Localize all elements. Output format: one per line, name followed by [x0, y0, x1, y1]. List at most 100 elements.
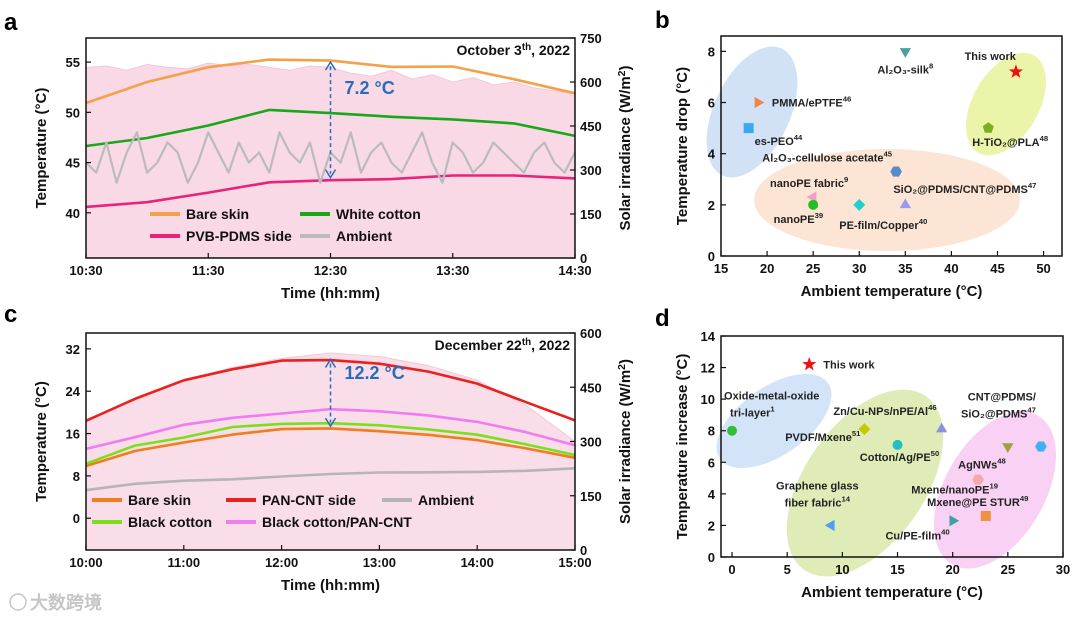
- tri-right-marker-icon: [754, 96, 765, 109]
- data-point: Al₂O₃-cellulose acetate45: [762, 150, 902, 177]
- circle-marker-icon: [727, 425, 738, 436]
- panel-label-a: a: [4, 9, 18, 36]
- point-label: Cotton/Ag/PE50: [860, 449, 939, 464]
- point-label: H-TiO₂@PLA48: [972, 134, 1049, 149]
- y-tick-label: 0: [708, 550, 715, 565]
- data-point: PVDF/Mxene51: [785, 423, 871, 444]
- plot-frame: [720, 35, 1063, 257]
- series-line-bare-skin: [85, 58, 576, 105]
- chart-layer: 10:30 11:30 12:30 13:30 14:30404550550150300…: [33, 31, 1070, 601]
- x-tick-label: 14:00: [461, 555, 494, 570]
- tri-up-marker-icon: [899, 198, 911, 209]
- x-axis-title: Time (hh:mm): [281, 285, 380, 302]
- x-tick-label: 25: [1001, 562, 1015, 577]
- tri-down-marker-icon: [899, 48, 911, 58]
- pentagon-marker-icon: [982, 122, 994, 133]
- data-point: Zn/Cu-NPs/nPE/Al46: [833, 403, 948, 433]
- chart-panel-d: 0 5 10 15 20 25 30 0 2 4 6 8 10 12 14 Ambient temperatu…: [674, 329, 1070, 601]
- legend-label: Black cotton/PAN-CNT: [262, 514, 412, 530]
- data-point: Mxene@PE STUR49: [927, 494, 1028, 521]
- panel-label-c: c: [4, 301, 17, 328]
- chart-panel-c: 10:00 11:00 12:00 13:00 14:00 15:000816243201…: [33, 326, 634, 594]
- x-tick-label: 13:30: [436, 263, 469, 278]
- y2-tick-label: 450: [580, 380, 602, 395]
- diamond-marker-icon: [858, 423, 871, 436]
- data-point: Al₂O₃-silk8: [877, 48, 934, 76]
- y-axis-title: Temperature (°C): [33, 88, 50, 209]
- y-tick-label: 14: [701, 329, 716, 344]
- point-label: Oxide-metal-oxide: [724, 391, 819, 403]
- group-ellipse-blue: [706, 46, 798, 178]
- x-tick-label: 14:30: [558, 263, 591, 278]
- y-tick-label: 0: [708, 249, 715, 264]
- x-tick-label: 15:00: [558, 555, 591, 570]
- y2-tick-label: 150: [580, 207, 602, 222]
- data-point: H-TiO₂@PLA48: [972, 122, 1049, 149]
- x-tick-label: 13:00: [363, 555, 396, 570]
- y2-tick-label: 150: [580, 489, 602, 504]
- y-tick-label: 2: [708, 518, 715, 533]
- legend-label: Bare skin: [186, 206, 249, 222]
- point-label: Al₂O₃-silk8: [877, 61, 934, 76]
- plot-frame: [720, 335, 1064, 558]
- y-tick-label: 0: [73, 511, 80, 526]
- tri-down-marker-icon: [1002, 443, 1014, 453]
- legend-label: PVB-PDMS side: [186, 228, 292, 244]
- series-line-black-cotton: [85, 421, 576, 466]
- y-tick-label: 8: [708, 44, 715, 59]
- tri-right-marker-icon: [949, 515, 960, 527]
- data-point: CNT@PDMS/SiO₂@PDMS47: [961, 392, 1047, 452]
- y2-tick-label: 600: [580, 326, 602, 341]
- point-label: This work: [823, 359, 875, 371]
- circle-marker-icon: [892, 439, 903, 450]
- y2-axis-title: Solar irradiance (W/m2): [616, 359, 634, 524]
- diamond-marker-icon: [853, 198, 866, 211]
- point-label: Cu/PE-film40: [885, 528, 949, 543]
- y-axis-title: Temperature (°C): [33, 381, 50, 502]
- point-label: SiO₂@PDMS/CNT@PDMS47: [893, 181, 1036, 196]
- y-tick-label: 12: [701, 361, 715, 376]
- tri-left-marker-icon: [824, 519, 835, 532]
- x-axis-title: Ambient temperature (°C): [801, 584, 983, 601]
- legend-label: Ambient: [418, 492, 474, 508]
- watermark: 大数跨境: [9, 592, 102, 613]
- y-tick-label: 8: [73, 469, 80, 484]
- y-tick-label: 55: [66, 55, 80, 70]
- square-marker-icon: [980, 510, 991, 521]
- data-point: es-PEO44: [743, 123, 803, 148]
- point-label: es-PEO44: [755, 133, 803, 148]
- legend-item: Ambient: [382, 492, 474, 508]
- chart-title: December 22th, 2022: [435, 337, 571, 353]
- y-axis-title: Temperature drop (°C): [674, 67, 691, 225]
- x-tick-label: 10:30: [69, 263, 102, 278]
- y2-tick-label: 300: [580, 435, 602, 450]
- y-tick-label: 6: [708, 96, 715, 111]
- series-line-bare-skin: [85, 427, 576, 468]
- series-line-pvb-pdms-side: [85, 174, 576, 209]
- watermark-text: 大数跨境: [30, 592, 102, 613]
- group-ellipse-pink: [933, 411, 1057, 569]
- arrow-head-up-icon: [324, 60, 337, 71]
- x-tick-label: 30: [852, 261, 866, 276]
- y2-tick-label: 0: [580, 251, 587, 266]
- panel-label-b: b: [655, 7, 670, 34]
- legend-label: Ambient: [336, 228, 392, 244]
- x-axis-title: Time (hh:mm): [281, 577, 380, 594]
- data-point: Oxide-metal-oxide tri-layer1: [724, 391, 819, 436]
- point-label-line2: SiO₂@PDMS47: [961, 406, 1036, 421]
- arrow-head-down-icon: [324, 417, 337, 428]
- x-tick-label: 50: [1036, 261, 1050, 276]
- point-label-line2: tri-layer1: [730, 405, 775, 420]
- y-tick-label: 32: [66, 342, 80, 357]
- y-tick-label: 2: [708, 198, 715, 213]
- group-ellipse-peach: [754, 149, 1020, 251]
- y2-axis-title: Solar irradiance (W/m2): [616, 65, 634, 230]
- data-point: AgNWs48: [958, 443, 1014, 472]
- annotation-label: 12.2 °C: [345, 363, 405, 383]
- group-ellipse-green: [786, 389, 944, 577]
- group-ellipse-blue: [716, 374, 832, 468]
- y2-tick-label: 600: [580, 75, 602, 90]
- data-point: Mxene/nanoPE19: [911, 474, 998, 497]
- point-label: Al₂O₃-cellulose acetate45: [762, 150, 893, 165]
